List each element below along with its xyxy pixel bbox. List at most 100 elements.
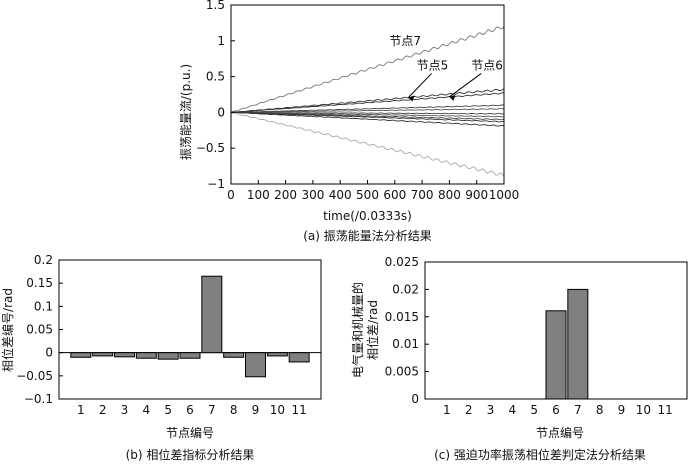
chart-c-ytick-label: 0.025	[385, 255, 419, 269]
chart-a-arrow-node6	[449, 73, 482, 98]
chart-b-xtick-label: 7	[208, 403, 216, 417]
chart-b-ylabel: 相位差编号/rad	[0, 288, 15, 372]
chart-c-ytick-label: 0.01	[392, 337, 419, 351]
chart-b-bar	[201, 275, 223, 354]
chart-a-ytick-label: −1	[207, 177, 225, 191]
chart-b-bar	[70, 352, 92, 358]
chart-c-ylabel-line2: 相位差/rad	[365, 300, 380, 360]
chart-b-ytick-label: 0.2	[34, 253, 53, 267]
chart-a-plot-frame	[230, 4, 505, 185]
chart-a-caption: (a) 振荡能量法分析结果	[303, 229, 432, 243]
chart-a-series-line	[231, 111, 505, 115]
chart-b-xtick-label: 10	[270, 403, 285, 417]
chart-a-ytick-label: −0.5	[196, 141, 225, 155]
chart-c-xlabel: 节点编号	[536, 425, 584, 440]
chart-b-bars	[59, 275, 321, 378]
chart-a-annotation-node7: 节点7	[389, 34, 421, 48]
chart-c-xtick-label: 8	[596, 403, 604, 417]
chart-c-ylabel-line1: 电气量和机械量的	[350, 282, 365, 378]
chart-c-xtick-label: 5	[530, 403, 538, 417]
chart-c-xtick-label: 10	[636, 403, 651, 417]
chart-a-xtick-label: 400	[329, 188, 352, 202]
chart-a-xtick-label: 300	[301, 188, 324, 202]
chart-c-ytick-label: 0	[411, 392, 419, 406]
chart-a-arrowhead-node5	[408, 95, 415, 102]
chart-b-bar	[114, 352, 135, 358]
chart-b-xtick-label: 6	[186, 403, 194, 417]
chart-a-ylabel: 振荡能量流/(p.u.)	[179, 64, 193, 160]
chart-c-bar	[545, 310, 567, 400]
chart-b-xtick-label: 5	[164, 403, 172, 417]
chart-a-xlabel: time(/0.0333s)	[323, 209, 412, 223]
chart-b: 1 2 3 4 5 6 7 8 9 10 11 0.2 0.15 0.1 0.05 0 −0.05 −0.1 节点…	[0, 253, 322, 462]
chart-b-bar	[266, 352, 288, 357]
chart-b-xlabel: 节点编号	[166, 425, 214, 440]
chart-a-series-line	[230, 88, 505, 113]
chart-b-xtick-label: 9	[252, 403, 260, 417]
chart-a-ytick-label: 1	[217, 34, 225, 48]
chart-c-caption: (c) 强迫功率振荡相位差判定法分析结果	[434, 447, 646, 462]
chart-b-ytick-label: 0.1	[34, 299, 53, 313]
chart-c-plot-frame	[424, 261, 688, 400]
chart-c-xtick-label: 4	[509, 403, 517, 417]
chart-c-xtick-label: 9	[618, 403, 626, 417]
chart-b-bar	[179, 352, 201, 359]
chart-c-bars	[545, 288, 589, 400]
chart-b-bar	[135, 352, 157, 359]
chart-c-bar	[567, 288, 589, 400]
chart-a-series-line	[230, 111, 505, 127]
chart-b-xtick-label: 1	[77, 403, 85, 417]
chart-a-ytick-label: 0.5	[206, 70, 225, 84]
chart-a-xtick-label: 200	[274, 188, 297, 202]
chart-b-xtick-label: 2	[99, 403, 107, 417]
chart-b-plot-frame	[58, 259, 322, 400]
chart-c-xtick-label: 2	[465, 403, 473, 417]
chart-a-series-group	[230, 26, 505, 177]
chart-b-ytick-label: 0	[45, 346, 53, 360]
chart-b-xtick-label: 11	[292, 403, 307, 417]
chart-b-bar	[223, 352, 245, 358]
chart-a-xtick-label: 1000	[489, 188, 520, 202]
chart-c-ticks: 1 2 3 4 5 6 7 8 9 10 11 0.025 0.02 0.015 0.01 0.005 0	[385, 255, 673, 417]
chart-c-xtick-label: 6	[552, 403, 560, 417]
chart-b-xtick-label: 3	[121, 403, 129, 417]
chart-b-bar	[92, 352, 114, 357]
chart-a-series-line	[230, 26, 505, 113]
chart-a-xtick-label: 700	[411, 188, 434, 202]
chart-b-ytick-label: 0.15	[26, 276, 53, 290]
chart-b-caption: (b) 相位差指标分析结果	[126, 447, 255, 462]
chart-a-xtick-label: 800	[438, 188, 461, 202]
chart-b-bar	[157, 352, 179, 360]
chart-a-xtick-label: 100	[247, 188, 270, 202]
chart-a-ytick-label: 1.5	[206, 0, 225, 12]
chart-a-annotation-node6: 节点6	[471, 58, 503, 72]
chart-c-ytick-label: 0.005	[385, 365, 419, 379]
chart-c-xtick-label: 3	[487, 403, 495, 417]
chart-a: 0 100 200 300 400 500 600 700 800 900 1000 1.5 1 0.5 0…	[179, 0, 519, 243]
chart-b-ytick-label: 0.05	[26, 323, 53, 337]
chart-c-ytick-label: 0.015	[385, 310, 419, 324]
chart-a-series-line	[231, 108, 505, 113]
chart-b-bar	[245, 352, 266, 378]
chart-c-xtick-label: 11	[658, 403, 673, 417]
chart-c-xtick-label: 7	[574, 403, 582, 417]
chart-c-xtick-label: 1	[443, 403, 451, 417]
chart-a-xtick-label: 500	[356, 188, 379, 202]
chart-b-xtick-label: 4	[143, 403, 151, 417]
chart-b-ticks: 1 2 3 4 5 6 7 8 9 10 11 0.2 0.15 0.1 0.05 0 −0.05 −0.1	[16, 253, 307, 417]
chart-b-ytick-label: −0.1	[24, 392, 53, 406]
chart-a-annotations: 节点7 节点5 节点6	[389, 34, 503, 102]
chart-a-arrowhead-node6	[449, 94, 456, 101]
chart-b-bar	[288, 352, 310, 363]
chart-a-ytick-label: 0	[217, 105, 225, 119]
chart-c-ytick-label: 0.02	[392, 282, 419, 296]
chart-a-xtick-label: 600	[383, 188, 406, 202]
chart-a-annotation-node5: 节点5	[417, 58, 449, 72]
chart-b-xtick-label: 8	[230, 403, 238, 417]
chart-b-ytick-label: −0.05	[16, 369, 53, 383]
chart-a-series-line	[230, 112, 505, 177]
chart-a-series-line	[231, 104, 505, 113]
chart-a-arrow-node5	[408, 73, 433, 98]
chart-a-ticks: 0 100 200 300 400 500 600 700 800 900 1000 1.5 1 0.5 0…	[196, 0, 519, 202]
